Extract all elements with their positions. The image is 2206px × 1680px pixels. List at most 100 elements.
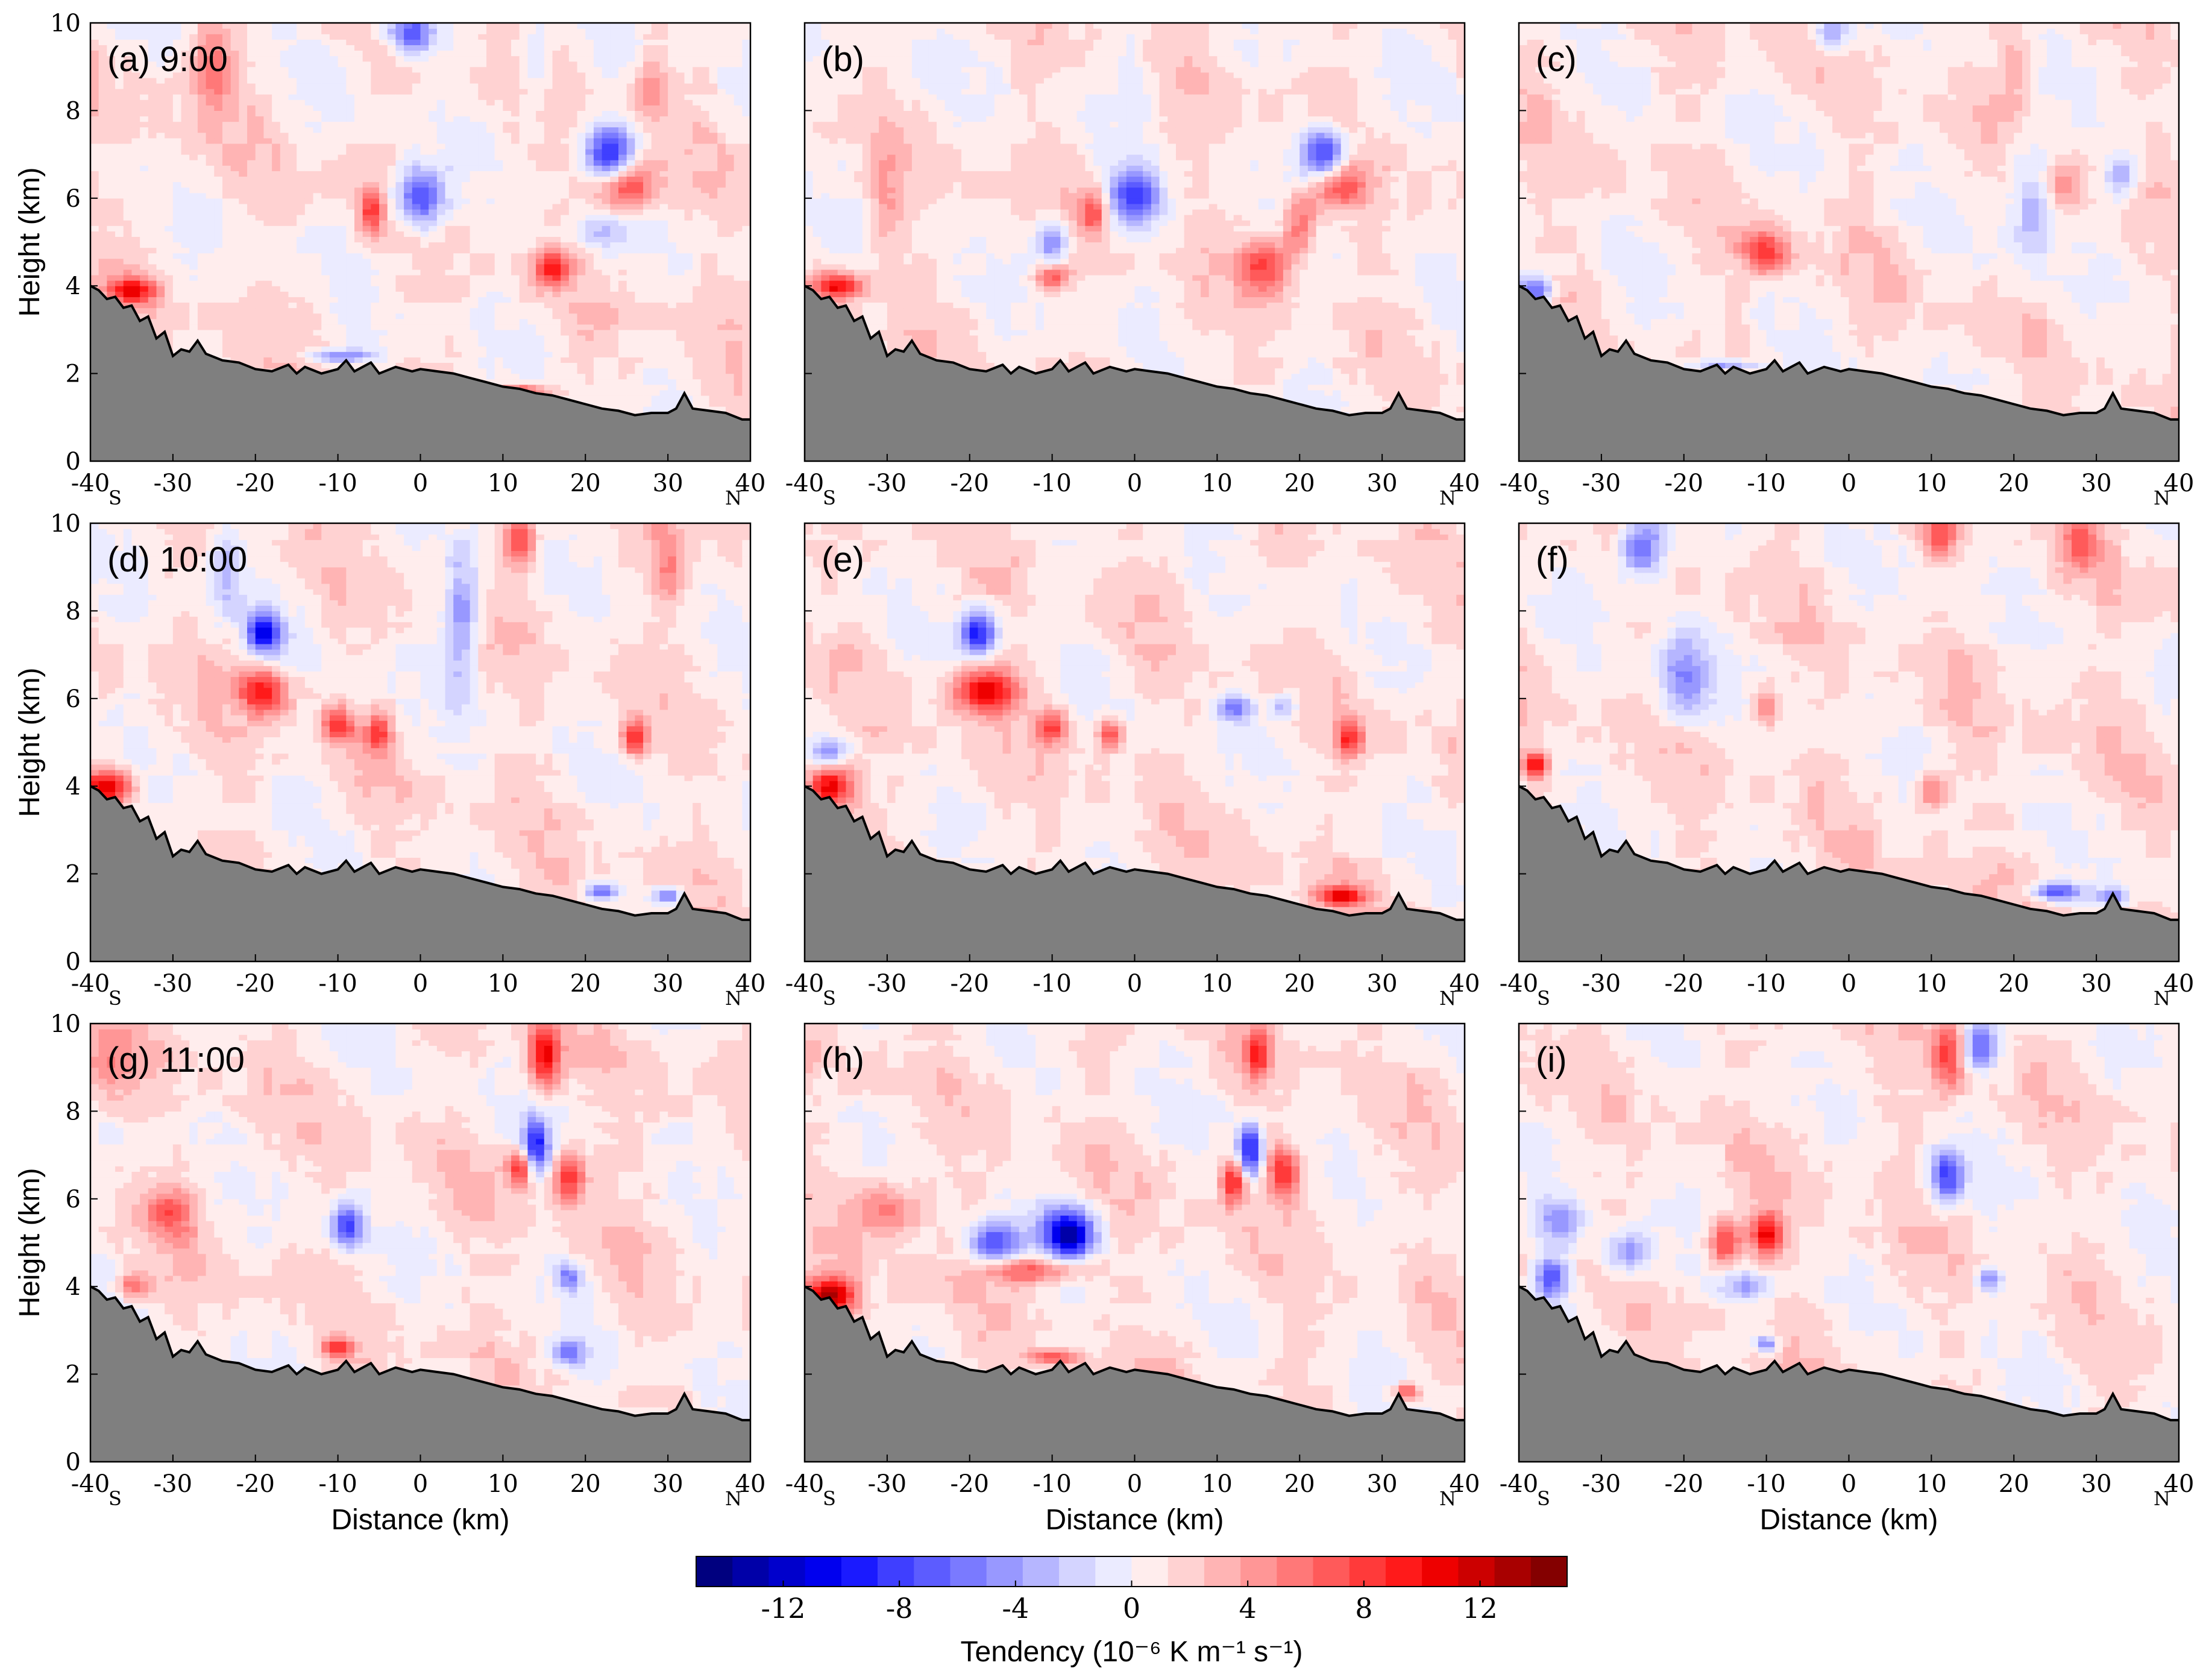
field-cell bbox=[131, 307, 140, 314]
field-cell bbox=[239, 116, 248, 122]
field-cell bbox=[412, 55, 421, 62]
field-cell bbox=[98, 275, 107, 281]
field-cell bbox=[272, 263, 281, 270]
field-cell bbox=[123, 160, 133, 166]
field-cell bbox=[131, 176, 140, 183]
field-cell bbox=[230, 247, 239, 254]
field-cell bbox=[387, 231, 397, 238]
field-cell bbox=[123, 225, 133, 231]
field-cell bbox=[321, 357, 330, 363]
field-cell bbox=[115, 28, 124, 34]
field-cell bbox=[561, 89, 570, 95]
field-cell bbox=[585, 395, 594, 401]
field-cell bbox=[214, 28, 223, 34]
field-cell bbox=[346, 258, 355, 265]
field-cell bbox=[362, 341, 371, 347]
field-cell bbox=[561, 324, 570, 330]
field-cell bbox=[527, 127, 536, 133]
field-cell bbox=[511, 236, 520, 243]
field-cell bbox=[115, 187, 124, 193]
field-cell bbox=[387, 209, 397, 215]
field-cell bbox=[445, 160, 454, 166]
field-cell bbox=[263, 89, 272, 95]
field-cell bbox=[494, 313, 503, 319]
field-cell bbox=[577, 373, 586, 380]
field-cell bbox=[165, 55, 174, 62]
field-cell bbox=[429, 318, 438, 325]
field-cell bbox=[98, 132, 107, 139]
field-cell bbox=[544, 61, 553, 68]
field-cell bbox=[461, 242, 471, 248]
field-cell bbox=[280, 203, 289, 210]
field-cell bbox=[239, 83, 248, 89]
field-cell bbox=[503, 242, 512, 248]
field-cell bbox=[561, 302, 570, 309]
field-cell bbox=[239, 61, 248, 68]
field-cell bbox=[123, 275, 133, 281]
field-cell bbox=[230, 231, 239, 238]
field-cell bbox=[395, 171, 404, 177]
field-cell bbox=[593, 335, 603, 341]
field-cell bbox=[478, 61, 487, 68]
field-cell bbox=[552, 149, 561, 155]
field-cell bbox=[527, 373, 536, 380]
field-cell bbox=[561, 346, 570, 352]
field-cell bbox=[181, 275, 190, 281]
field-cell bbox=[478, 236, 487, 243]
field-cell bbox=[429, 341, 438, 347]
field-cell bbox=[107, 280, 116, 286]
field-cell bbox=[148, 236, 157, 243]
field-cell bbox=[404, 318, 413, 325]
field-cell bbox=[222, 346, 231, 352]
field-cell bbox=[494, 362, 503, 369]
field-cell bbox=[272, 253, 281, 259]
field-cell bbox=[222, 280, 231, 286]
field-cell bbox=[494, 307, 503, 314]
field-cell bbox=[461, 351, 471, 357]
field-cell bbox=[511, 253, 520, 259]
field-cell bbox=[156, 307, 165, 314]
field-cell bbox=[181, 203, 190, 210]
field-cell bbox=[470, 362, 479, 369]
field-cell bbox=[412, 137, 421, 144]
field-cell bbox=[445, 192, 454, 199]
field-cell bbox=[404, 61, 413, 68]
field-cell bbox=[338, 198, 347, 204]
field-cell bbox=[329, 297, 339, 303]
field-cell bbox=[461, 77, 471, 84]
field-cell bbox=[280, 23, 289, 29]
field-cell bbox=[561, 379, 570, 385]
field-cell bbox=[239, 329, 248, 336]
field-cell bbox=[412, 307, 421, 314]
field-cell bbox=[272, 143, 281, 149]
field-cell bbox=[123, 165, 133, 171]
field-cell bbox=[593, 373, 603, 380]
field-cell bbox=[98, 55, 107, 62]
field-cell bbox=[338, 192, 347, 199]
field-cell bbox=[478, 137, 487, 144]
field-cell bbox=[90, 61, 99, 68]
field-cell bbox=[470, 263, 479, 270]
panel bbox=[90, 23, 750, 461]
field-cell bbox=[577, 28, 586, 34]
field-cell bbox=[115, 247, 124, 254]
field-cell bbox=[503, 291, 512, 297]
field-cell bbox=[461, 132, 471, 139]
field-cell bbox=[436, 143, 446, 149]
field-cell bbox=[568, 121, 578, 128]
field-cell bbox=[222, 286, 231, 292]
field-cell bbox=[288, 351, 297, 357]
field-cell bbox=[107, 258, 116, 265]
field-cell bbox=[346, 346, 355, 352]
field-cell bbox=[288, 154, 297, 160]
field-cell bbox=[593, 39, 603, 45]
field-cell bbox=[395, 132, 404, 139]
field-cell bbox=[165, 236, 174, 243]
field-cell bbox=[280, 247, 289, 254]
field-cell bbox=[181, 77, 190, 84]
field-cell bbox=[445, 55, 454, 62]
field-cell bbox=[602, 362, 611, 369]
field-cell bbox=[222, 160, 231, 166]
field-cell bbox=[239, 209, 248, 215]
field-cell bbox=[148, 286, 157, 292]
